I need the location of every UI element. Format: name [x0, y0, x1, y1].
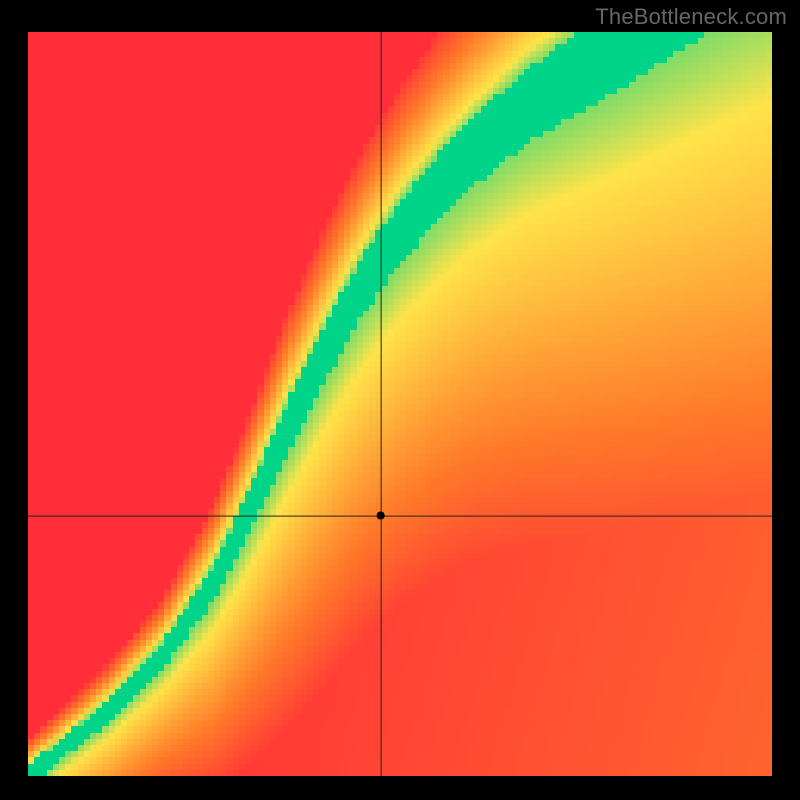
heatmap-plot — [28, 32, 772, 776]
heatmap-canvas — [28, 32, 772, 776]
watermark-text: TheBottleneck.com — [595, 4, 787, 30]
chart-container: TheBottleneck.com — [0, 0, 800, 800]
